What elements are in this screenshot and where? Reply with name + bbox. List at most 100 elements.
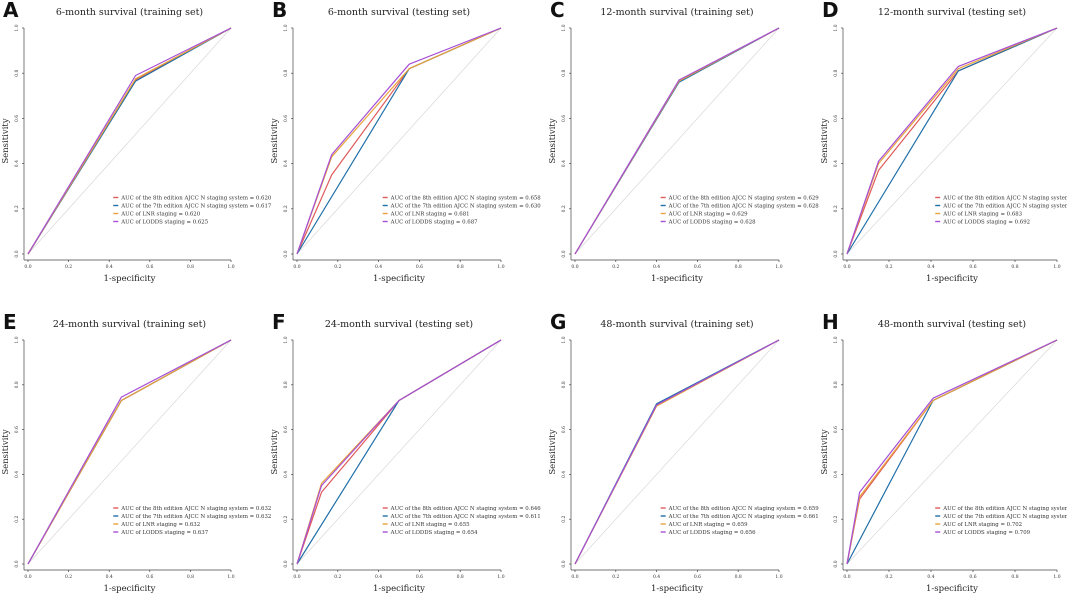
x-tick-label: 0.4 <box>106 264 113 270</box>
y-tick-label: 0.4 <box>561 471 567 478</box>
y-tick-label: 0.6 <box>833 426 839 433</box>
roc-panel-e: E 24-month survival (training set) 0.0 0.2 0… <box>1 310 271 594</box>
y-tick-label: 0.0 <box>561 250 567 257</box>
legend: AUC of the 8th edition AJCC N staging sy… <box>382 196 542 226</box>
y-tick-label: 0.2 <box>833 205 839 212</box>
y-tick-label: 0.6 <box>833 115 839 122</box>
y-tick-label: 0.0 <box>283 250 289 257</box>
x-tick-label: 0.6 <box>694 574 701 580</box>
y-tick-label: 0.4 <box>833 160 839 167</box>
y-tick-label: 0.8 <box>283 69 289 76</box>
legend-label: AUC of LNR staging = 0.632 <box>120 522 200 528</box>
x-tick-label: 0.0 <box>293 574 300 580</box>
x-tick-label: 0.8 <box>187 574 194 580</box>
panel-letter-d: D <box>822 0 839 22</box>
x-tick-label: 0.4 <box>106 574 113 580</box>
reference-diagonal <box>296 339 502 565</box>
x-tick-label: 0.4 <box>927 574 934 580</box>
roc-curve-series-2 <box>846 27 1058 255</box>
legend-label: AUC of LODDS staging = 0.654 <box>390 530 478 536</box>
x-tick-label: 0.4 <box>375 264 382 270</box>
roc-panel-a: A 6-month survival (training set) 0.0 0.2 0.… <box>1 0 272 284</box>
y-tick-label: 0.8 <box>833 381 839 388</box>
legend-label: AUC of LODDS staging = 0.687 <box>390 220 478 226</box>
legend-label: AUC of the 7th edition AJCC N staging sy… <box>942 204 1067 210</box>
y-tick-label: 1.0 <box>14 24 20 31</box>
reference-diagonal <box>574 339 780 565</box>
legend-label: AUC of LNR staging = 0.683 <box>942 212 1022 218</box>
y-tick-label: 0.6 <box>561 426 567 433</box>
y-tick-label: 0.2 <box>283 515 289 522</box>
x-tick-label: 0.6 <box>146 574 153 580</box>
y-tick-label: 0.2 <box>561 205 567 212</box>
x-tick-label: 0.2 <box>65 264 72 270</box>
y-tick-label: 1.0 <box>561 336 567 343</box>
y-axis-label: Sensitivity <box>1 429 11 474</box>
x-tick-label: 0.6 <box>416 574 423 580</box>
y-tick-label: 0.0 <box>14 560 20 567</box>
roc-curve-series-4 <box>296 339 502 565</box>
x-tick-label: 0.0 <box>571 264 578 270</box>
legend: AUC of the 8th edition AJCC N staging sy… <box>660 506 819 536</box>
y-tick-label: 0.8 <box>14 69 20 76</box>
x-tick-label: 1.0 <box>775 264 782 270</box>
legend-label: AUC of the 7th edition AJCC N staging sy… <box>120 514 271 520</box>
x-tick-label: 0.8 <box>187 264 194 270</box>
x-tick-label: 1.0 <box>497 264 504 270</box>
roc-curve-series-4 <box>574 339 780 565</box>
legend-label: AUC of LNR staging = 0.702 <box>942 522 1022 528</box>
x-tick-label: 0.0 <box>293 264 300 270</box>
panel-letter-g: G <box>550 310 566 334</box>
y-tick-label: 0.4 <box>14 471 20 478</box>
x-tick-label: 0.2 <box>885 264 892 270</box>
x-tick-label: 0.0 <box>843 264 850 270</box>
roc-curve-series-4 <box>846 339 1058 565</box>
x-axis-label: 1-specificity <box>104 584 156 594</box>
legend-label: AUC of LNR staging = 0.629 <box>668 212 748 218</box>
legend: AUC of the 8th edition AJCC N staging sy… <box>935 506 1067 536</box>
legend: AUC of the 8th edition AJCC N staging sy… <box>113 506 271 536</box>
x-axis-label: 1-specificity <box>104 274 156 284</box>
x-tick-label: 0.8 <box>735 574 742 580</box>
x-tick-label: 0.6 <box>969 574 976 580</box>
roc-panel-b: B 6-month survival (testing set) 0.0 0.2 0.4… <box>270 0 541 284</box>
chart-title: 12-month survival (training set) <box>600 7 753 18</box>
roc-panel-c: C 12-month survival (training set) 0.0 0.2 0… <box>548 0 819 284</box>
legend: AUC of the 8th edition AJCC N staging sy… <box>113 196 272 226</box>
roc-curve-series-4 <box>574 27 780 255</box>
y-tick-label: 0.4 <box>561 160 567 167</box>
legend-label: AUC of the 8th edition AJCC N staging sy… <box>390 196 542 202</box>
x-tick-label: 0.2 <box>334 264 341 270</box>
roc-panel-d: D 12-month survival (testing set) 0.0 0.2 0.… <box>820 0 1067 284</box>
y-tick-label: 0.8 <box>14 381 20 388</box>
x-axis-label: 1-specificity <box>926 584 978 594</box>
y-tick-label: 0.6 <box>561 115 567 122</box>
x-axis-label: 1-specificity <box>651 274 703 284</box>
y-tick-label: 0.2 <box>14 515 20 522</box>
x-tick-label: 0.8 <box>457 264 464 270</box>
x-tick-label: 0.2 <box>612 574 619 580</box>
y-tick-label: 1.0 <box>283 336 289 343</box>
legend-label: AUC of LODDS staging = 0.709 <box>942 530 1030 536</box>
y-axis-label: Sensitivity <box>820 118 830 163</box>
panel-letter-b: B <box>272 0 287 22</box>
y-tick-label: 0.8 <box>283 381 289 388</box>
y-tick-label: 0.6 <box>283 115 289 122</box>
legend-label: AUC of the 8th edition AJCC N staging sy… <box>120 196 272 202</box>
x-tick-label: 0.8 <box>735 264 742 270</box>
legend-label: AUC of the 7th edition AJCC N staging sy… <box>120 204 272 210</box>
panel-letter-h: H <box>822 310 839 334</box>
y-tick-label: 0.2 <box>561 515 567 522</box>
x-tick-label: 0.0 <box>571 574 578 580</box>
y-tick-label: 0.0 <box>561 560 567 567</box>
roc-curve-series-4 <box>846 27 1058 255</box>
legend-label: AUC of the 8th edition AJCC N staging sy… <box>942 506 1067 512</box>
panel-letter-c: C <box>550 0 565 22</box>
y-tick-label: 0.2 <box>14 205 20 212</box>
legend-label: AUC of LNR staging = 0.659 <box>668 522 748 528</box>
x-tick-label: 0.2 <box>885 574 892 580</box>
legend-label: AUC of LODDS staging = 0.637 <box>120 530 208 536</box>
x-tick-label: 0.0 <box>24 264 31 270</box>
x-axis-label: 1-specificity <box>651 584 703 594</box>
roc-curve-series-4 <box>296 27 502 255</box>
